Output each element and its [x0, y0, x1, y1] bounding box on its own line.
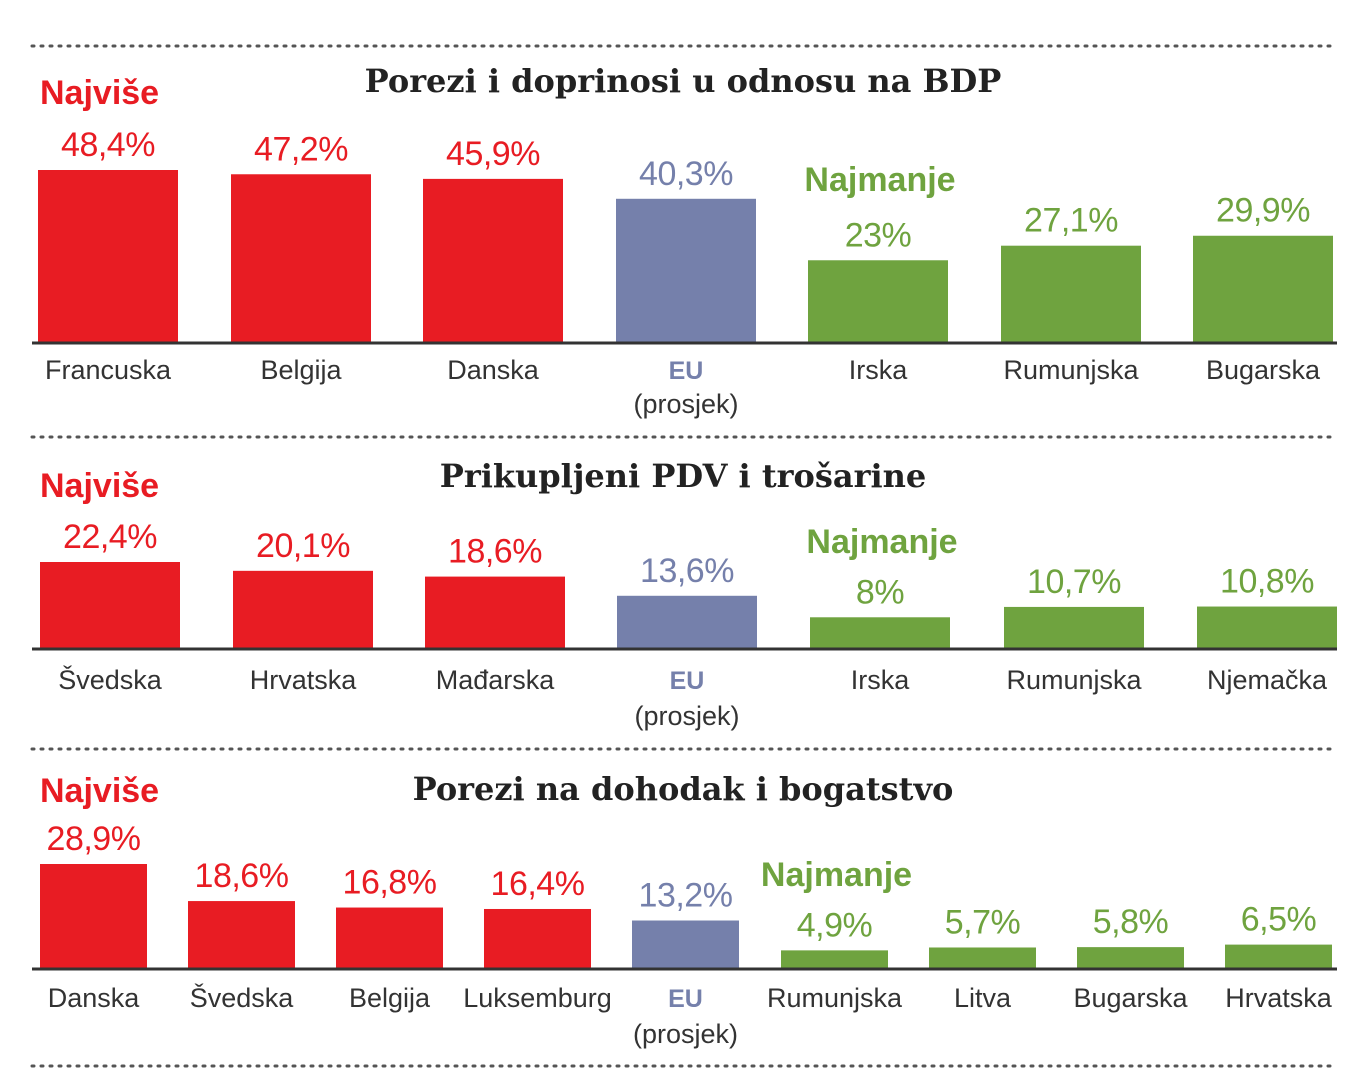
panel-1-category-label-5: Irska	[849, 355, 908, 385]
panel-1-value-label-1: 48,4%	[61, 126, 155, 164]
panel-1-category-label-1: Francuska	[45, 355, 172, 385]
panel-2-category-label-6: Rumunjska	[1006, 665, 1142, 695]
panel-2-category-label-3: Mađarska	[436, 665, 556, 695]
panel-3-bar-7	[929, 947, 1036, 968]
panel-3-category-label-3: Belgija	[349, 983, 431, 1013]
panel-3-value-label-2: 18,6%	[195, 857, 289, 895]
panel-3-value-label-9: 6,5%	[1241, 901, 1317, 939]
panel-1-category-label-7: Bugarska	[1206, 355, 1321, 385]
panel-3-value-label-6: 4,9%	[797, 906, 873, 944]
panel-1-category-label-3: Danska	[447, 355, 540, 385]
panel-2-category-label-5: Irska	[851, 665, 910, 695]
panel-2-bar-7	[1197, 606, 1337, 648]
panel-1-category-label-4: EU	[669, 357, 704, 385]
panel-1-value-label-4: 40,3%	[639, 155, 733, 193]
panel-3-category-label-1: Danska	[48, 983, 141, 1013]
panel-3-value-label-4: 16,4%	[491, 865, 585, 903]
panel-1-category-label-6: Rumunjska	[1003, 355, 1139, 385]
panel-2-category-sublabel-4: (prosjek)	[634, 701, 739, 731]
panel-2-bar-4	[617, 595, 757, 648]
panel-3-value-label-7: 5,7%	[945, 903, 1021, 941]
panel-1-value-label-3: 45,9%	[446, 135, 540, 173]
panel-3-category-label-6: Rumunjska	[767, 983, 903, 1013]
panel-3-bar-3	[336, 907, 443, 968]
panel-3-bar-8	[1077, 947, 1184, 968]
panel-1-title: Porezi i doprinosi u odnosu na BDP	[365, 62, 1002, 100]
panel-3-bar-4	[484, 908, 591, 968]
panel-3-category-sublabel-5: (prosjek)	[633, 1019, 738, 1049]
panel-2-value-label-3: 18,6%	[448, 533, 542, 571]
panel-1-value-label-5: 23%	[845, 216, 912, 254]
panel-3-category-label-8: Bugarska	[1073, 983, 1188, 1013]
panel-2-bar-5	[810, 617, 950, 648]
panel-1-value-label-2: 47,2%	[254, 130, 348, 168]
panel-3-bar-2	[188, 901, 295, 968]
panel-3-category-label-5: EU	[668, 985, 703, 1013]
panel-2-value-label-6: 10,7%	[1027, 563, 1121, 601]
panel-1-value-label-7: 29,9%	[1216, 192, 1310, 230]
panel-1-category-sublabel-4: (prosjek)	[633, 389, 738, 419]
panel-1-value-label-6: 27,1%	[1024, 202, 1118, 240]
panel-1-bar-2	[231, 174, 371, 342]
panel-3-title: Porezi na dohodak i bogatstvo	[413, 770, 954, 808]
panel-3-category-label-2: Švedska	[190, 982, 295, 1013]
panel-3-lowest-label: Najmanje	[761, 856, 912, 894]
panel-1-lowest-label: Najmanje	[804, 161, 955, 199]
panel-2-highest-label: Najviše	[40, 467, 159, 505]
panel-3-value-label-8: 5,8%	[1093, 903, 1169, 941]
panel-3-bar-1	[40, 864, 147, 968]
panel-3-value-label-1: 28,9%	[47, 820, 141, 858]
panel-3-category-label-7: Litva	[954, 983, 1012, 1013]
panel-1-bar-1	[38, 170, 178, 342]
panel-2-title: Prikupljeni PDV i trošarine	[440, 457, 926, 495]
panel-2-bar-1	[40, 562, 180, 648]
panel-3-category-label-4: Luksemburg	[463, 983, 612, 1013]
panel-3-bar-6	[781, 950, 888, 968]
panel-3-category-label-9: Hrvatska	[1225, 983, 1333, 1013]
panel-2-category-label-4: EU	[670, 667, 705, 695]
panel-2-bar-2	[233, 570, 373, 648]
panel-2-value-label-5: 8%	[856, 573, 904, 611]
panel-2-bar-6	[1004, 606, 1144, 648]
panel-1-highest-label: Najviše	[40, 74, 159, 112]
panel-3-value-label-3: 16,8%	[343, 864, 437, 902]
panel-2-bar-3	[425, 576, 565, 648]
panel-1-category-label-2: Belgija	[260, 355, 342, 385]
panel-2-value-label-4: 13,6%	[640, 552, 734, 590]
panel-2-value-label-1: 22,4%	[63, 518, 157, 556]
panel-3-bar-5	[632, 920, 739, 968]
panel-2-value-label-7: 10,8%	[1220, 563, 1314, 601]
panel-3-bar-9	[1225, 944, 1332, 968]
panel-1-bar-5	[808, 260, 948, 342]
panel-2-category-label-7: Njemačka	[1207, 665, 1328, 695]
panel-2-category-label-2: Hrvatska	[250, 665, 358, 695]
panel-2-value-label-2: 20,1%	[256, 527, 350, 565]
panel-3-value-label-5: 13,2%	[639, 876, 733, 914]
panel-2-lowest-label: Najmanje	[806, 523, 957, 561]
panel-1-bar-6	[1001, 245, 1141, 342]
panel-1-bar-3	[423, 178, 563, 342]
panel-1-bar-7	[1193, 235, 1333, 342]
panel-3-highest-label: Najviše	[40, 772, 159, 810]
panel-1-bar-4	[616, 198, 756, 342]
panel-2-category-label-1: Švedska	[58, 664, 163, 695]
